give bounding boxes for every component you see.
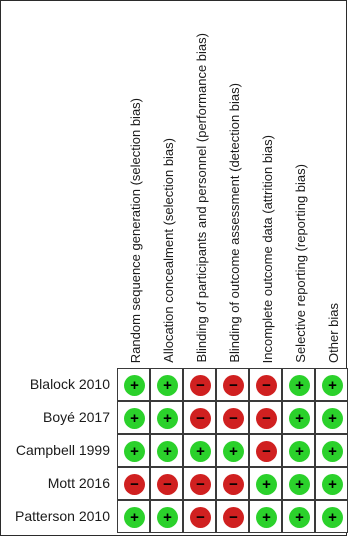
study-name: Campbell 1999	[15, 442, 110, 458]
low-risk-icon: +	[289, 375, 310, 396]
domain-header: Other bias	[315, 15, 348, 363]
low-risk-icon: +	[157, 375, 178, 396]
low-risk-icon: +	[124, 375, 145, 396]
domain-header: Selective reporting (reporting bias)	[282, 15, 315, 363]
low-risk-icon: +	[256, 474, 277, 495]
grid-cell: +	[315, 434, 348, 467]
grid-cell: −	[183, 368, 216, 401]
grid-cell: +	[282, 368, 315, 401]
domain-header-label: Allocation concealment (selection bias)	[160, 138, 176, 363]
high-risk-icon: −	[256, 441, 277, 462]
risk-grid: + + − − − + + + + − − − + + + + + + − + + − − − − + + + + + − − + + +	[117, 368, 348, 533]
high-risk-icon: −	[223, 474, 244, 495]
grid-cell: +	[282, 401, 315, 434]
low-risk-icon: +	[190, 441, 211, 462]
grid-cell: +	[117, 401, 150, 434]
grid-cell: −	[216, 467, 249, 500]
low-risk-icon: +	[223, 441, 244, 462]
grid-cell: −	[183, 401, 216, 434]
grid-cell: −	[249, 368, 282, 401]
low-risk-icon: +	[157, 507, 178, 528]
low-risk-icon: +	[322, 507, 343, 528]
high-risk-icon: −	[223, 507, 244, 528]
grid-cell: +	[282, 434, 315, 467]
grid-cell: −	[216, 401, 249, 434]
low-risk-icon: +	[124, 408, 145, 429]
low-risk-icon: +	[124, 507, 145, 528]
high-risk-icon: −	[256, 408, 277, 429]
low-risk-icon: +	[322, 441, 343, 462]
low-risk-icon: +	[289, 507, 310, 528]
low-risk-icon: +	[289, 474, 310, 495]
high-risk-icon: −	[157, 474, 178, 495]
grid-cell: +	[117, 434, 150, 467]
grid-cell: −	[183, 467, 216, 500]
domain-header-label: Blinding of outcome assessment (detectio…	[226, 83, 242, 363]
grid-cell: +	[249, 500, 282, 533]
grid-cell: +	[315, 467, 348, 500]
grid-cell: +	[150, 434, 183, 467]
grid-cell: +	[315, 401, 348, 434]
domain-header-label: Blinding of participants and personnel (…	[193, 33, 209, 363]
domain-header-label: Incomplete outcome data (attrition bias)	[259, 134, 275, 363]
grid-cell: +	[150, 368, 183, 401]
domain-header: Allocation concealment (selection bias)	[150, 15, 183, 363]
grid-cell: +	[282, 500, 315, 533]
grid-cell: −	[216, 500, 249, 533]
grid-cell: −	[249, 401, 282, 434]
study-name: Mott 2016	[47, 475, 110, 491]
low-risk-icon: +	[157, 408, 178, 429]
domain-header-label: Selective reporting (reporting bias)	[292, 164, 308, 363]
grid-cell: +	[150, 500, 183, 533]
grid-cell: −	[183, 500, 216, 533]
study-name: Boyé 2017	[43, 409, 110, 425]
grid-cell: +	[183, 434, 216, 467]
grid-cell: −	[150, 467, 183, 500]
low-risk-icon: +	[256, 507, 277, 528]
low-risk-icon: +	[157, 441, 178, 462]
domain-header-label: Other bias	[325, 303, 341, 363]
grid-cell: +	[315, 368, 348, 401]
high-risk-icon: −	[190, 474, 211, 495]
high-risk-icon: −	[223, 375, 244, 396]
high-risk-icon: −	[124, 474, 145, 495]
grid-cell: +	[117, 368, 150, 401]
grid-cell: +	[150, 401, 183, 434]
grid-cell: −	[117, 467, 150, 500]
domain-header: Blinding of participants and personnel (…	[183, 15, 216, 363]
low-risk-icon: +	[289, 408, 310, 429]
high-risk-icon: −	[190, 507, 211, 528]
domain-header: Incomplete outcome data (attrition bias)	[249, 15, 282, 363]
study-name: Blalock 2010	[29, 376, 110, 392]
domain-header: Random sequence generation (selection bi…	[117, 15, 150, 363]
low-risk-icon: +	[289, 441, 310, 462]
grid-cell: −	[216, 368, 249, 401]
low-risk-icon: +	[322, 474, 343, 495]
high-risk-icon: −	[190, 408, 211, 429]
grid-cell: +	[249, 467, 282, 500]
grid-cell: +	[117, 500, 150, 533]
grid-cell: +	[216, 434, 249, 467]
domain-header: Blinding of outcome assessment (detectio…	[216, 15, 249, 363]
low-risk-icon: +	[124, 441, 145, 462]
high-risk-icon: −	[223, 408, 244, 429]
high-risk-icon: −	[190, 375, 211, 396]
grid-cell: −	[249, 434, 282, 467]
study-name: Patterson 2010	[15, 508, 110, 524]
domain-header-label: Random sequence generation (selection bi…	[127, 97, 143, 363]
high-risk-icon: −	[256, 375, 277, 396]
low-risk-icon: +	[322, 408, 343, 429]
low-risk-icon: +	[322, 375, 343, 396]
grid-cell: +	[282, 467, 315, 500]
grid-cell: +	[315, 500, 348, 533]
